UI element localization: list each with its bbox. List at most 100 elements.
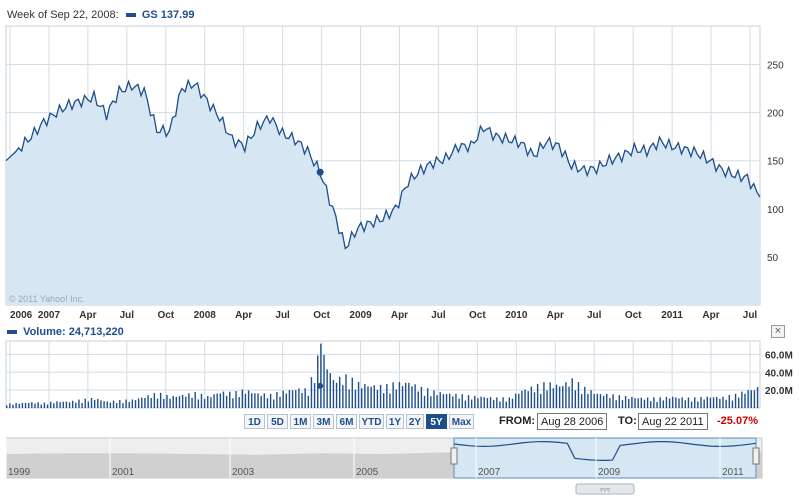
volume-bar (389, 393, 391, 408)
volume-bar (203, 398, 206, 408)
volume-bar (21, 402, 24, 408)
volume-bar (527, 391, 529, 408)
volume-bar (536, 384, 539, 408)
volume-bar (565, 382, 567, 408)
volume-bar (106, 401, 108, 408)
range-button-1y[interactable]: 1Y (386, 414, 404, 429)
volume-bar (562, 385, 564, 408)
volume-bar (452, 396, 454, 408)
volume-bar (225, 395, 228, 408)
navigator-year-label: 1999 (8, 467, 31, 478)
volume-bar (540, 393, 542, 408)
x-tick-label: Jul (743, 310, 758, 321)
volume-bar (175, 396, 178, 408)
range-button-max[interactable]: Max (449, 414, 474, 429)
volume-bar (621, 400, 624, 408)
to-date-input[interactable] (638, 413, 708, 430)
volume-bar (631, 397, 633, 408)
from-label: FROM: (499, 415, 536, 427)
volume-bar (115, 403, 118, 408)
volume-bar (656, 401, 658, 408)
range-button-2y[interactable]: 2Y (406, 414, 424, 429)
volume-bar (659, 397, 661, 408)
from-date-input[interactable] (537, 413, 607, 430)
x-tick-label: Apr (702, 310, 719, 321)
volume-bar (354, 389, 357, 408)
range-button-5y[interactable]: 5Y (426, 414, 447, 429)
volume-bar (141, 397, 143, 408)
volume-bar (232, 398, 234, 408)
volume-bar (166, 394, 168, 408)
chart-header: Week of Sep 22, 2008: GS 137.99 (7, 9, 194, 21)
volume-bar (197, 399, 200, 408)
price-marker (316, 168, 324, 176)
range-button-6m[interactable]: 6M (336, 414, 357, 429)
volume-bar (342, 385, 344, 408)
navigator-year-label: 2007 (478, 467, 501, 478)
volume-bar (298, 388, 300, 408)
volume-bar (568, 386, 570, 408)
navigator-year-label: 2009 (598, 467, 621, 478)
volume-bar (433, 390, 435, 408)
volume-bar (254, 393, 256, 408)
volume-bar (577, 382, 580, 408)
volume-bar (317, 355, 319, 408)
volume-bar (329, 373, 331, 408)
range-button-5d[interactable]: 5D (267, 414, 288, 429)
ticker-value: GS 137.99 (141, 9, 195, 21)
navigator-left-handle-icon (450, 447, 458, 465)
navigator-year-label: 2011 (722, 467, 744, 478)
range-button-1d[interactable]: 1D (244, 414, 265, 429)
range-button-ytd[interactable]: YTD (359, 414, 384, 429)
volume-bar (351, 377, 353, 408)
copyright-text: © 2011 Yahoo! Inc. (9, 294, 85, 304)
volume-bar (257, 393, 259, 408)
volume-bar (408, 382, 410, 408)
x-tick-label: Apr (79, 310, 96, 321)
volume-bar (15, 403, 17, 408)
volume-bar (580, 394, 583, 408)
range-button-1m[interactable]: 1M (290, 414, 311, 429)
volume-bar (251, 393, 253, 408)
volume-bar (153, 392, 156, 408)
volume-bar (486, 398, 489, 408)
volume-bar (694, 397, 696, 408)
price-line (5, 78, 761, 250)
volume-bar (716, 397, 718, 408)
volume-bar (646, 397, 649, 408)
volume-bar (690, 401, 693, 408)
volume-bar (530, 386, 533, 408)
volume-bar (62, 401, 64, 408)
volume-bar (703, 399, 705, 408)
volume-bar (436, 395, 438, 408)
volume-header: Volume: 24,713,220 (7, 326, 124, 338)
close-icon[interactable]: × (771, 325, 785, 338)
volume-bar (464, 400, 467, 408)
range-button-3m[interactable]: 3M (313, 414, 334, 429)
volume-bar (370, 386, 372, 408)
x-tick-label: Oct (469, 310, 486, 321)
x-tick-label: 2009 (349, 310, 372, 321)
volume-bar (345, 374, 347, 408)
volume-bar (747, 390, 749, 408)
volume-bar (628, 399, 630, 408)
volume-bar (144, 397, 146, 408)
volume-bar (229, 391, 231, 408)
volume-bar (90, 398, 93, 408)
volume-bar (458, 398, 460, 408)
volume-bar (172, 395, 174, 408)
volume-bar (185, 396, 187, 408)
volume-bar (709, 397, 712, 408)
x-tick-label: Jul (275, 310, 290, 321)
volume-bar (260, 395, 262, 408)
x-tick-label: 2007 (38, 310, 61, 321)
volume-bar (119, 399, 121, 408)
volume-bar (417, 391, 419, 408)
volume-bar (6, 405, 8, 408)
volume-bar (423, 395, 426, 408)
volume-bar (27, 403, 30, 408)
volume-bar (574, 390, 577, 408)
volume-bar (301, 392, 303, 408)
volume-bar (122, 403, 124, 408)
volume-bar (499, 401, 501, 408)
